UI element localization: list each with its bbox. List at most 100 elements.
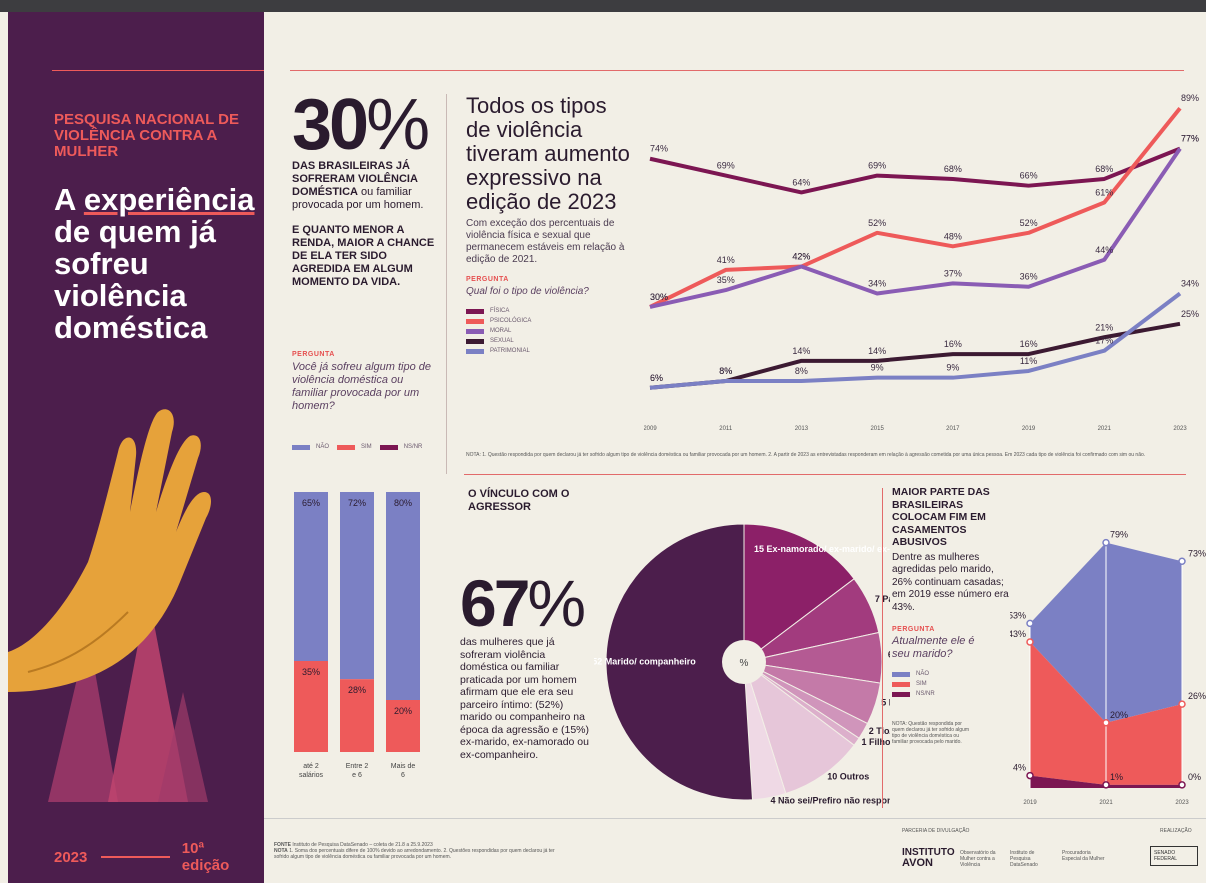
x-tick-2015: 2015 — [870, 426, 884, 432]
legend-label: PSICOLÓGICA — [490, 318, 532, 324]
bar-label-nao-2: 80% — [394, 498, 412, 508]
area-label-sim-1: 20% — [1110, 710, 1128, 720]
x-tick-2023: 2023 — [1175, 800, 1189, 806]
bar-sim-1 — [340, 679, 374, 752]
x-tick-2013: 2013 — [795, 426, 809, 432]
point-label-psicologica-4: 48% — [944, 231, 962, 241]
footer-notes: FONTE Instituto de Pesquisa DataSenado –… — [274, 842, 564, 860]
pie-slice-marido-companheiro — [605, 523, 754, 801]
realizacao-label: REALIZAÇÃO — [1160, 828, 1192, 834]
area-label-sim-2: 26% — [1188, 691, 1206, 701]
point-label-patrimonial-4: 9% — [946, 363, 959, 373]
marido-area-chart: 2019 2021 2023 53% 79% 73% 43% 20% 26% 4% 1% 0% — [1010, 530, 1206, 806]
marker-nao-1 — [1102, 538, 1110, 547]
category-label-2: Mais de — [391, 763, 416, 770]
stat-30-number: 30 — [292, 85, 369, 165]
pie-center-label: % — [740, 658, 749, 669]
pie-value-filho-enteado: 1 Filho/enteado — [862, 737, 890, 747]
legend-item-nao: NÃO — [892, 671, 1012, 677]
bar-nao-2 — [386, 492, 420, 700]
bar-label-nao-1: 72% — [348, 498, 366, 508]
area-label-sim-0: 43% — [1010, 629, 1026, 639]
casamento-title: MAIOR PARTE DAS BRASILEIRAS COLOCAM FIM … — [892, 486, 990, 548]
marker-nao-2 — [1178, 557, 1186, 566]
point-label-patrimonial-5: 11% — [1020, 356, 1037, 366]
point-label-psicologica-0: 30% — [650, 292, 668, 302]
area-label-ns-nr-2: 0% — [1188, 772, 1201, 782]
sidebar: PESQUISA NACIONAL DE VIOLÊNCIA CONTRA A … — [8, 12, 264, 883]
legend-item-sexual: SEXUAL — [466, 338, 636, 344]
fonte-text: Instituto de Pesquisa DataSenado – colet… — [292, 842, 433, 848]
legend-item-patrimonial: PATRIMONIAL — [466, 348, 636, 354]
casamento-text: Dentre as mulheres agredidas pelo marido… — [892, 551, 1009, 613]
q3-question: Atualmente ele é seu marido? — [892, 635, 975, 660]
marker-sim-1 — [1102, 719, 1110, 727]
edition-year: 2023 — [54, 848, 88, 866]
line-psicologica — [649, 106, 1182, 309]
x-tick-2011: 2011 — [719, 426, 733, 432]
org2-logo: Instituto de Pesquisa DataSenado — [1010, 850, 1038, 868]
point-label-fisica-4: 68% — [944, 164, 962, 174]
legend-swatch — [892, 681, 910, 687]
point-label-patrimonial-2: 8% — [795, 366, 808, 376]
stat-67-pct: % — [527, 566, 586, 640]
stat-30-line1-rest: ou familiar provocada por um homem. — [292, 186, 424, 211]
area-label-nao-1: 79% — [1110, 530, 1128, 540]
bar-label-nao-0: 65% — [302, 498, 320, 508]
stat-67-number: 67 — [460, 566, 530, 640]
marido-legend: NÃO SIM NS/NR — [892, 671, 1012, 697]
marker-sim-0 — [1026, 638, 1034, 646]
point-label-sexual-7: 25% — [1181, 309, 1199, 319]
main-panel: 30% DAS BRASILEIRAS JÁ SOFRERAM VIOLÊNCI… — [264, 12, 1206, 883]
divider-vertical-2 — [882, 488, 883, 808]
area-ns-nr — [1030, 775, 1182, 788]
q2-question: Qual foi o tipo de violência? — [466, 286, 589, 297]
org1-logo: Observatório da Mulher contra a Violênci… — [960, 850, 996, 868]
q1-question: Você já sofreu algum tipo de violência d… — [292, 361, 432, 412]
pie-value-tio-primo: 2 Tio/primo — [869, 726, 890, 736]
point-label-patrimonial-3: 9% — [871, 363, 884, 373]
nota-label: NOTA — [274, 848, 288, 854]
point-label-patrimonial-0: 6% — [650, 373, 663, 383]
point-label-moral-5: 36% — [1020, 272, 1038, 282]
point-label-sexual-4: 16% — [944, 339, 962, 349]
point-label-sexual-1: 8% — [719, 366, 732, 376]
point-label-fisica-6: 68% — [1095, 164, 1113, 174]
stat-67: 67% das mulheres que já sofreram violênc… — [460, 570, 610, 761]
legend-swatch — [892, 691, 910, 697]
marker-nao-0 — [1026, 619, 1034, 628]
point-label-psicologica-5: 52% — [1020, 218, 1038, 228]
area-label-nao-0: 53% — [1010, 610, 1026, 620]
q3-label: PERGUNTA — [892, 626, 935, 633]
senado-logo: SENADO FEDERAL — [1150, 846, 1198, 866]
x-tick-2017: 2017 — [946, 426, 960, 432]
line-moral — [649, 147, 1182, 309]
point-label-sexual-0: 6% — [650, 373, 663, 383]
area-label-ns-nr-0: 4% — [1013, 763, 1026, 773]
point-label-fisica-2: 64% — [792, 177, 810, 187]
pie-value-irmao-cunhado: 5 Irmão/ cunhado — [881, 698, 890, 708]
bar-sim-2 — [386, 700, 420, 752]
headline-block: Todos os tipos de violência tiveram aume… — [466, 94, 636, 358]
point-label-fisica-1: 69% — [717, 161, 735, 171]
bar-nao-0 — [294, 492, 328, 661]
title-post: de quem já sofreu violência doméstica — [54, 214, 216, 345]
legend-item-nao: NÃO — [292, 444, 329, 450]
footer-dash — [101, 856, 170, 858]
point-label-moral-7: 77% — [1181, 134, 1199, 144]
point-label-moral-1: 35% — [717, 275, 735, 285]
x-tick-2019: 2019 — [1022, 426, 1036, 432]
pie-slice-outros — [743, 660, 855, 795]
marker-ns-nr-1 — [1102, 781, 1110, 789]
point-label-psicologica-3: 52% — [868, 218, 886, 228]
area-sim — [1030, 642, 1182, 785]
sidebar-top-rule — [52, 70, 264, 71]
category-label-line2-0: salários — [299, 772, 324, 779]
point-label-moral-2: 42% — [792, 252, 810, 262]
point-label-patrimonial-1: 8% — [719, 366, 732, 376]
legend-swatch — [466, 318, 484, 324]
pie-center — [722, 640, 766, 684]
pie-slice-ex-namorado-ex-marido-ex-companheiro — [743, 523, 855, 664]
bar-nao-1 — [340, 492, 374, 680]
bar-label-sim-1: 28% — [348, 685, 366, 695]
